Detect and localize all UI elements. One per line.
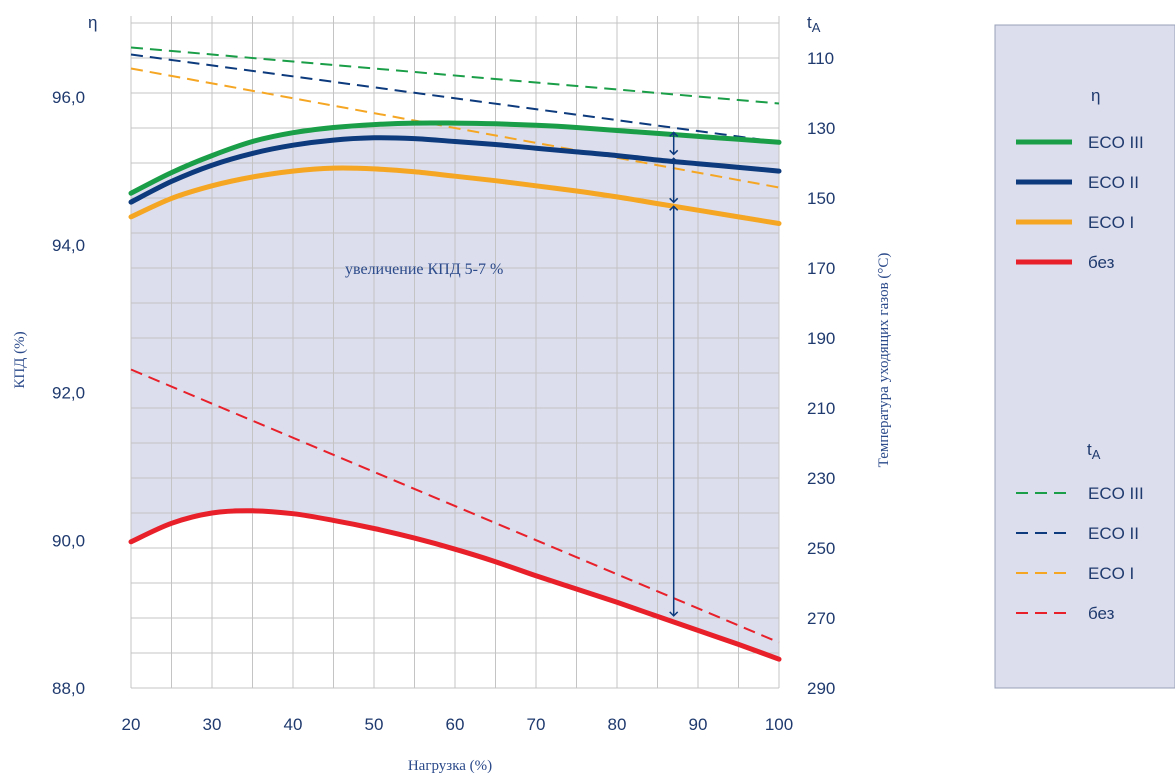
x-tick-label: 100: [765, 715, 793, 734]
temperature-series-line-1: [130, 53, 780, 143]
y2-tick-label: 130: [807, 119, 835, 138]
y2-tick-label: 110: [807, 49, 834, 68]
temperature-series-line-0: [130, 46, 780, 105]
legend-temperature-label: ECO III: [1088, 484, 1144, 503]
legend-efficiency-label: ECO III: [1088, 133, 1144, 152]
y-tick-label: 96,0: [52, 88, 85, 107]
legend-efficiency-label: ECO II: [1088, 173, 1139, 192]
y2-tick-label: 190: [807, 329, 835, 348]
y2-tick-label: 210: [807, 399, 835, 418]
y2-tick-label: 170: [807, 259, 835, 278]
x-tick-label: 70: [527, 715, 546, 734]
temperature-series-line-2: [130, 67, 780, 189]
legend: η ECO III ECO II ECO I без tA ECO III ECO II…: [994, 24, 1175, 689]
chart-ticks-layer: 20 30 40 50 60 70 80 90 100 88,0 90,0 92,0 94,0 96,0 1…: [52, 49, 835, 734]
legend-efficiency-label: без: [1088, 253, 1115, 272]
y-tick-label: 88,0: [52, 679, 85, 698]
legend-efficiency-header: η: [1091, 86, 1100, 105]
y-tick-label: 90,0: [52, 531, 85, 550]
x-tick-label: 60: [446, 715, 465, 734]
y-tick-label: 94,0: [52, 236, 85, 255]
x-tick-label: 90: [689, 715, 708, 734]
efficiency-series-line-3: [128, 508, 782, 662]
y2-tick-label: 270: [807, 609, 835, 628]
x-tick-label: 20: [122, 715, 141, 734]
x-tick-label: 50: [365, 715, 384, 734]
y-tick-label: 92,0: [52, 384, 85, 403]
legend-temperature-header: tA: [1087, 440, 1101, 462]
legend-temperature-label: ECO I: [1088, 564, 1134, 583]
y2-tick-label: 150: [807, 189, 835, 208]
y2-axis-title: Температура уходящих газов (°C): [876, 253, 892, 468]
y-axis-title: КПД (%): [12, 331, 28, 388]
x-tick-label: 30: [203, 715, 222, 734]
y-axis-symbol: η: [88, 13, 97, 32]
y2-tick-label: 250: [807, 539, 835, 558]
y2-axis-symbol: tA: [807, 13, 821, 35]
y2-tick-label: 230: [807, 469, 835, 488]
legend-temperature-label: ECO II: [1088, 524, 1139, 543]
y2-tick-label: 290: [807, 679, 835, 698]
x-tick-label: 80: [608, 715, 627, 734]
legend-temperature-label: без: [1088, 604, 1115, 623]
annotation-efficiency-gain: увеличение КПД 5-7 %: [345, 261, 503, 278]
legend-box: [994, 24, 1175, 689]
legend-efficiency-label: ECO I: [1088, 213, 1134, 232]
temperature-series-line-3: [130, 368, 780, 644]
x-tick-label: 40: [284, 715, 303, 734]
x-axis-title: Нагрузка (%): [408, 758, 492, 774]
